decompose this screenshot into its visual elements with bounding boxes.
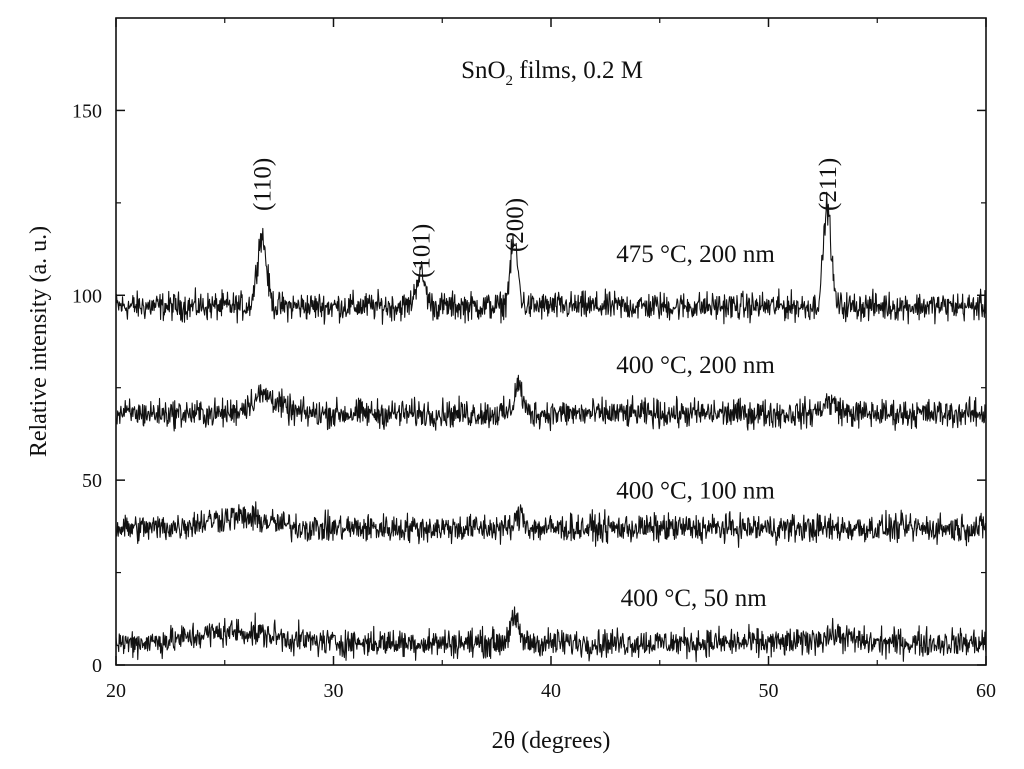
series-label: 475 °C, 200 nm: [616, 241, 775, 268]
x-tick-label: 60: [976, 680, 996, 702]
annotations: 475 °C, 200 nm 400 °C, 200 nm 400 °C, 100 …: [250, 158, 842, 612]
peak-label: (110): [250, 158, 277, 211]
annotation-main: SnO: [461, 57, 505, 84]
series-line: [115, 606, 987, 663]
y-tick-label: 150: [72, 100, 102, 122]
x-tick-label: 50: [759, 680, 779, 702]
chart-annotation: SnO2 films, 0.2 M: [461, 57, 643, 89]
series-label: 400 °C, 200 nm: [616, 352, 775, 379]
x-axis-title: 2θ (degrees): [492, 728, 611, 754]
plot-area: 20 30 40 50 60 0 50 100 150 475 °C, 200 nm 400 °C…: [72, 17, 996, 702]
x-tick-label: 30: [324, 680, 344, 702]
series-group: [115, 191, 987, 663]
series-label: 400 °C, 50 nm: [621, 585, 768, 612]
series-line: [115, 191, 987, 325]
series-label: 400 °C, 100 nm: [616, 478, 775, 505]
peak-label: (101): [409, 224, 436, 278]
series-line: [115, 374, 987, 432]
plot-frame: [115, 17, 987, 666]
peak-label: (211): [815, 158, 842, 211]
x-tick-label: 40: [541, 680, 561, 702]
y-tick-label: 0: [92, 655, 102, 677]
y-tick-label: 50: [82, 470, 102, 492]
x-tick-label: 20: [106, 680, 126, 702]
y-axis-title: Relative intensity (a. u.): [26, 226, 52, 457]
annotation-subscript: 2: [506, 73, 514, 89]
series-line: [115, 501, 987, 548]
y-tick-label: 100: [72, 285, 102, 307]
annotation-rest: films, 0.2 M: [513, 57, 643, 84]
peak-label: (200): [502, 198, 529, 252]
axis-ticks: 20 30 40 50 60 0 50 100 150: [72, 18, 996, 702]
